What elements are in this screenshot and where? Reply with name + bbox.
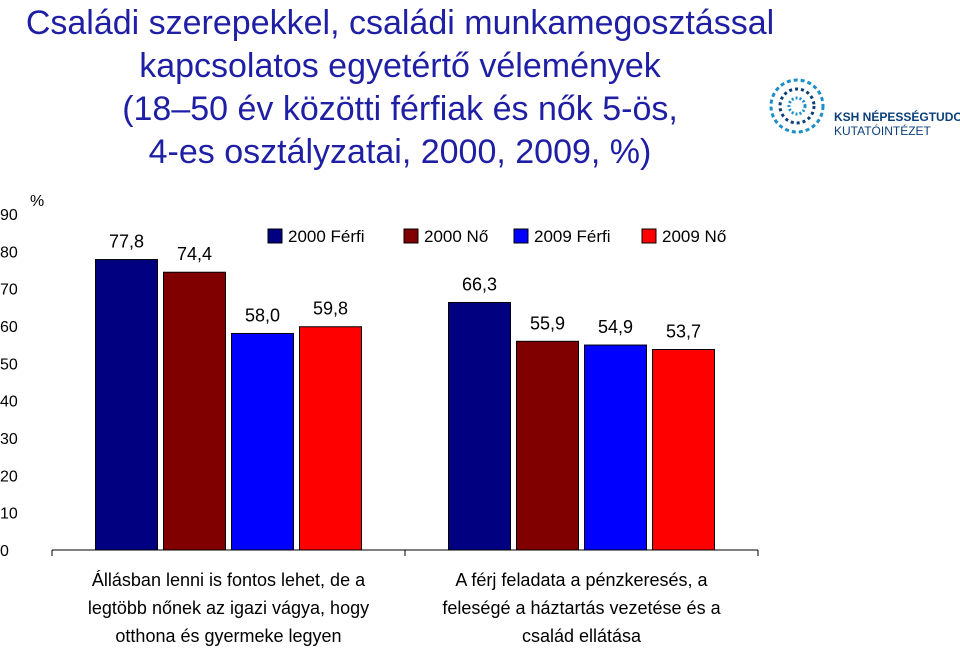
y-axis-unit-label: % (30, 193, 44, 210)
legend-swatch (267, 228, 283, 244)
category-label: feleségé a háztartás vezetése és a (442, 598, 721, 618)
legend-swatch (513, 228, 529, 244)
bar (652, 349, 715, 551)
category-label: legtöbb nőnek az igazi vágya, hogy (88, 598, 369, 618)
data-label: 77,8 (109, 232, 144, 252)
y-tick-label: 80 (0, 244, 18, 261)
legend-label: 2000 Nő (424, 227, 488, 246)
bar (95, 259, 158, 551)
data-label: 55,9 (530, 313, 565, 333)
bar (584, 344, 647, 551)
data-label: 58,0 (245, 305, 280, 325)
category-label: család ellátása (522, 626, 642, 646)
bar (231, 332, 294, 551)
logo-line1: KSH NÉPESSÉGTUDOMÁNYI (834, 110, 960, 124)
y-tick-label: 90 (0, 207, 18, 224)
chart-title: Családi szerepekkel, családi munkamegosz… (0, 2, 800, 174)
title-line: 4-es osztályzatai, 2000, 2009, %) (148, 133, 652, 171)
y-tick-label: 40 (0, 394, 18, 411)
bar (516, 340, 579, 551)
y-tick-label: 60 (0, 319, 18, 336)
title-line: Családi szerepekkel, családi munkamegosz… (25, 4, 775, 42)
category-label: Állásban lenni is fontos lehet, de a (92, 570, 366, 590)
title-line: kapcsolatos egyetértő vélemények (139, 47, 661, 85)
logo-line2: KUTATÓINTÉZET (834, 124, 931, 138)
y-tick-label: 70 (0, 282, 18, 299)
title-line: (18–50 év közötti férfiak és nők 5-ös, (122, 90, 678, 128)
y-tick-label: 0 (0, 543, 9, 560)
legend-label: 2009 Nő (662, 227, 726, 246)
data-label: 59,8 (313, 299, 348, 319)
legend-swatch (403, 228, 419, 244)
y-tick-label: 50 (0, 356, 18, 373)
data-label: 53,7 (666, 322, 701, 342)
bar (448, 301, 511, 551)
legend-label: 2000 Férfi (288, 227, 365, 246)
y-tick-label: 30 (0, 431, 18, 448)
bar (163, 271, 226, 551)
data-label: 66,3 (462, 274, 497, 294)
legend-label: 2009 Férfi (534, 227, 611, 246)
ksh-logo: KSH NÉPESSÉGTUDOMÁNYI KUTATÓINTÉZET (764, 66, 960, 146)
y-tick-label: 20 (0, 468, 18, 485)
ksh-logo-icon (769, 78, 825, 134)
category-label: A férj feladata a pénzkeresés, a (455, 570, 708, 590)
data-label: 54,9 (598, 317, 633, 337)
data-label: 74,4 (177, 244, 212, 264)
category-label: otthona és gyermeke legyen (115, 626, 341, 646)
bar-chart: % 0 10 20 30 40 50 60 70 80 90 77,8 74,4 58,0 59,8 Állá… (0, 193, 759, 646)
bar (299, 326, 362, 551)
legend-swatch (641, 228, 657, 244)
y-tick-label: 10 (0, 506, 18, 523)
